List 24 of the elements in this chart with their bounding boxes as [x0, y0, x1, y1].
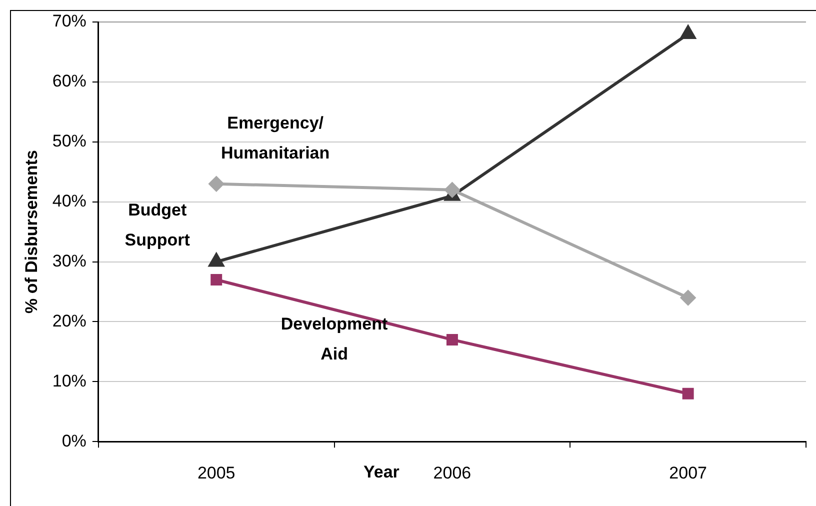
point [682, 388, 694, 400]
point [208, 176, 224, 192]
y-tick-label: 20% [52, 311, 86, 330]
point [680, 25, 696, 39]
y-tick-label: 40% [52, 192, 86, 211]
x-tick-label: 2006 [433, 463, 472, 482]
x-axis-title: Year [363, 462, 400, 482]
y-axis-title: % of Disbursements [22, 150, 41, 314]
point [680, 290, 696, 306]
x-tick-label: 2005 [197, 463, 236, 482]
y-tick-label: 70% [52, 12, 86, 31]
point [208, 253, 224, 267]
y-tick-label: 10% [52, 371, 86, 390]
series-label: Budget Support [124, 200, 190, 250]
series-label: Development Aid [280, 314, 388, 364]
y-tick-label: 50% [52, 132, 86, 151]
y-tick-label: 60% [52, 72, 86, 91]
point [446, 334, 458, 346]
point [444, 182, 460, 198]
y-tick-label: 0% [62, 431, 86, 450]
y-tick-label: 30% [52, 251, 86, 270]
point [210, 274, 222, 286]
x-tick-label: 2007 [669, 463, 707, 482]
series-label: Emergency/ Humanitarian [221, 114, 330, 163]
